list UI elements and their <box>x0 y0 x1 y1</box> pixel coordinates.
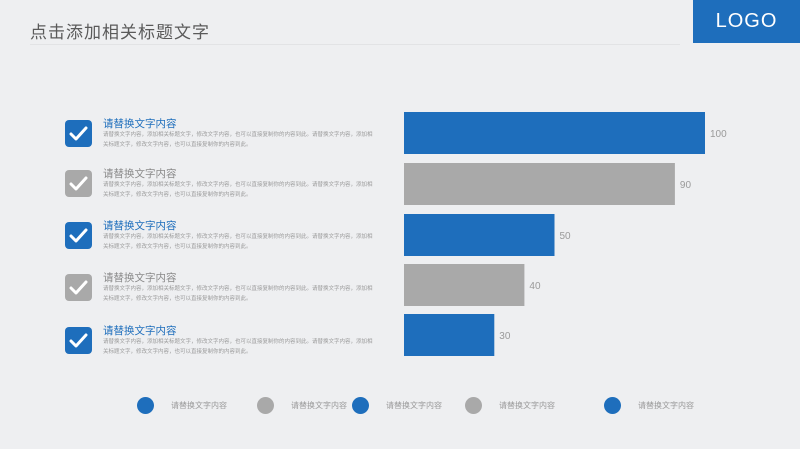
page-title: 点击添加相关标题文字 <box>30 23 210 43</box>
item-description: 请替换文字内容，添加相关标题文字，修改文字内容，也可以直接复制你的内容到此。请替… <box>103 132 373 148</box>
list-item: 请替换文字内容 请替换文字内容，添加相关标题文字，修改文字内容，也可以直接复制你… <box>65 218 375 262</box>
checkbox-icon <box>65 222 92 249</box>
legend: 请替换文字内容 请替换文字内容 请替换文字内容 请替换文字内容 请替换文字内容 <box>0 395 800 415</box>
list-item: 请替换文字内容 请替换文字内容，添加相关标题文字，修改文字内容，也可以直接复制你… <box>65 270 375 314</box>
item-title: 请替换文字内容 <box>103 272 177 284</box>
bar-1 <box>404 112 705 154</box>
legend-dot <box>137 397 154 414</box>
data-label-5: 30 <box>499 331 511 342</box>
item-title: 请替换文字内容 <box>103 168 177 180</box>
item-description: 请替换文字内容，添加相关标题文字，修改文字内容，也可以直接复制你的内容到此。请替… <box>103 182 373 198</box>
item-description: 请替换文字内容，添加相关标题文字，修改文字内容，也可以直接复制你的内容到此。请替… <box>103 234 373 250</box>
logo: LOGO <box>693 0 800 43</box>
legend-label: 请替换文字内容 <box>291 401 347 410</box>
legend-dot <box>257 397 274 414</box>
checkbox-icon <box>65 274 92 301</box>
checkbox-icon <box>65 327 92 354</box>
item-description: 请替换文字内容，添加相关标题文字，修改文字内容，也可以直接复制你的内容到此。请替… <box>103 286 373 302</box>
bar-2 <box>404 163 675 205</box>
legend-dot <box>465 397 482 414</box>
list-item: 请替换文字内容 请替换文字内容，添加相关标题文字，修改文字内容，也可以直接复制你… <box>65 323 375 367</box>
legend-dot <box>352 397 369 414</box>
checkbox-icon <box>65 170 92 197</box>
data-label-3: 50 <box>560 231 572 242</box>
list-item: 请替换文字内容 请替换文字内容，添加相关标题文字，修改文字内容，也可以直接复制你… <box>65 116 375 160</box>
legend-label: 请替换文字内容 <box>171 401 227 410</box>
item-description: 请替换文字内容，添加相关标题文字，修改文字内容，也可以直接复制你的内容到此。请替… <box>103 339 373 355</box>
legend-dot <box>604 397 621 414</box>
data-label-4: 40 <box>529 281 541 292</box>
checkbox-icon <box>65 120 92 147</box>
legend-label: 请替换文字内容 <box>499 401 555 410</box>
bar-4 <box>404 264 525 306</box>
data-label-2: 90 <box>680 180 692 191</box>
title-divider <box>30 44 680 45</box>
list-item: 请替换文字内容 请替换文字内容，添加相关标题文字，修改文字内容，也可以直接复制你… <box>65 166 375 210</box>
bar-3 <box>404 214 555 256</box>
data-label-1: 100 <box>710 129 727 140</box>
item-title: 请替换文字内容 <box>103 118 177 130</box>
legend-label: 请替换文字内容 <box>386 401 442 410</box>
legend-label: 请替换文字内容 <box>638 401 694 410</box>
item-title: 请替换文字内容 <box>103 325 177 337</box>
item-title: 请替换文字内容 <box>103 220 177 232</box>
bar-5 <box>404 314 495 356</box>
